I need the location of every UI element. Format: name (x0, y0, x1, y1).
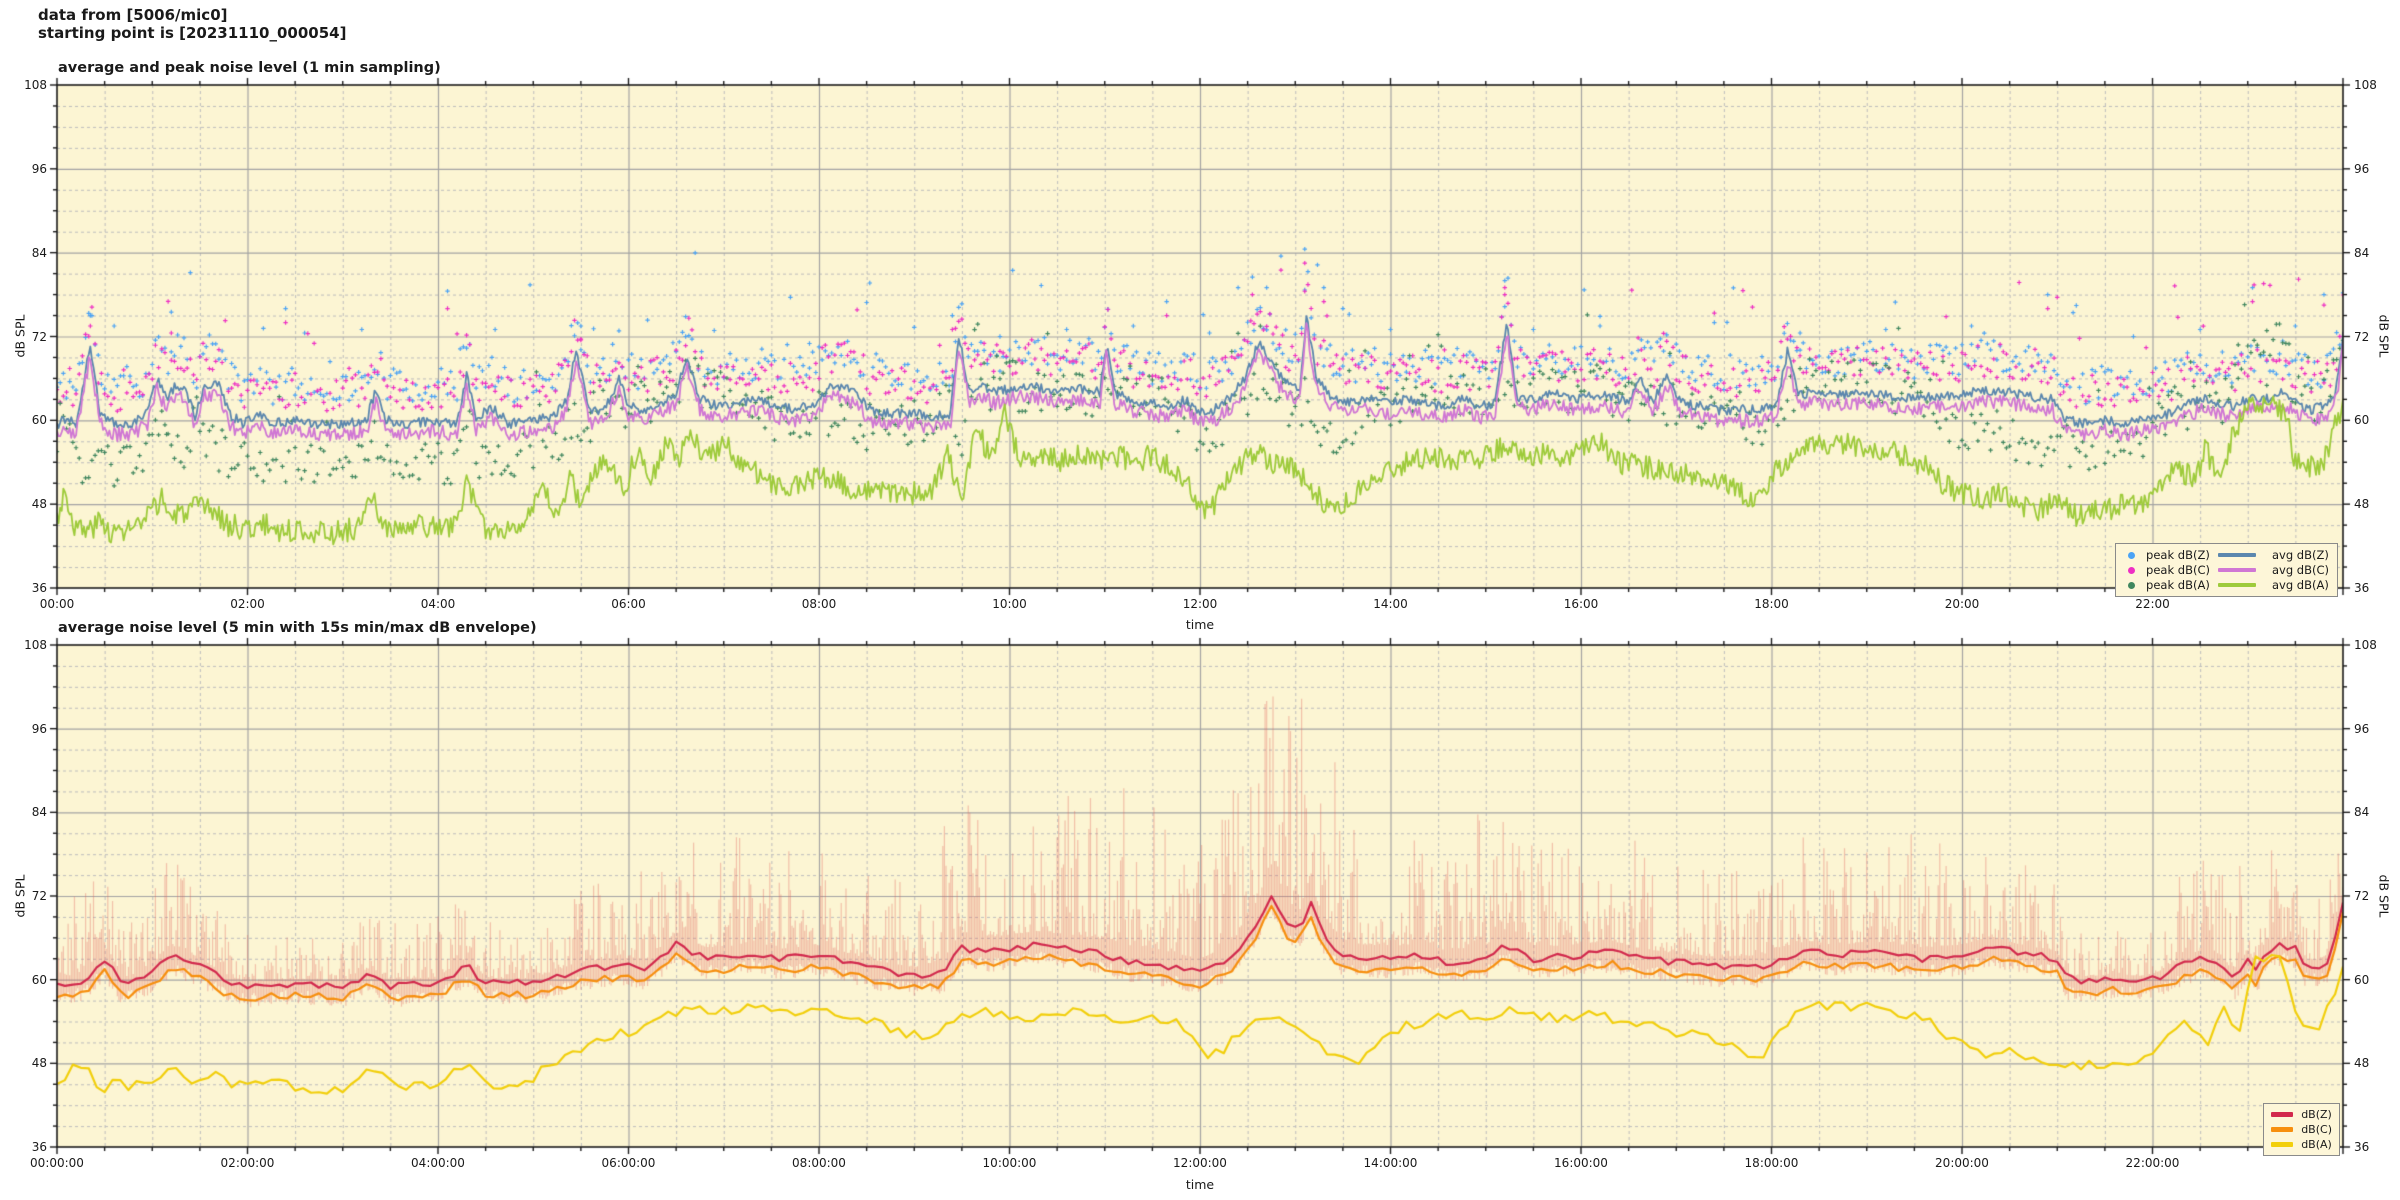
x-tick-label: 16:00:00 (1554, 1156, 1608, 1170)
legend-label: peak dB(C) (2146, 563, 2210, 577)
y-tick-label-right: 48 (2354, 1056, 2370, 1071)
x-tick-label: 08:00:00 (792, 1156, 846, 1170)
x-tick-label: 02:00 (230, 597, 265, 611)
x-tick-label: 12:00:00 (1173, 1156, 1227, 1170)
plot2-canvas (33, 621, 2367, 1171)
legend-swatch-line (2271, 1142, 2294, 1147)
y-tick-label-right: 48 (2354, 497, 2370, 512)
y-tick-label-right: 36 (2354, 581, 2370, 595)
y-tick-label-right: 36 (2354, 1140, 2370, 1154)
x-tick-label: 00:00 (39, 597, 75, 611)
y-tick-label-left: 36 (31, 1140, 47, 1154)
plot2-xlabel: time (1185, 1177, 1215, 1192)
x-tick-label: 10:00:00 (982, 1156, 1037, 1170)
legend-label: avg dB(C) (2271, 563, 2329, 577)
x-tick-label: 14:00 (1373, 597, 1408, 611)
x-tick-label: 06:00:00 (601, 1156, 656, 1170)
y-tick-label-left: 84 (31, 805, 47, 820)
legend-label: peak dB(Z) (2146, 548, 2210, 562)
legend-label: dB(Z) (2301, 1108, 2332, 1121)
plot1-ylabel-right: dB SPL (2376, 314, 2392, 358)
y-tick-label-left: 108 (24, 78, 47, 92)
y-tick-label-left: 84 (31, 245, 47, 260)
y-tick-label-left: 60 (31, 972, 47, 987)
x-tick-label: 14:00:00 (1363, 1156, 1418, 1170)
header-line2: starting point is [20231110_000054] (38, 24, 347, 42)
x-tick-label: 00:00:00 (30, 1156, 84, 1170)
legend-swatch-dot (2127, 551, 2135, 559)
y-tick-label-right: 72 (2354, 329, 2370, 344)
x-tick-label: 02:00:00 (220, 1156, 275, 1170)
y-tick-label-left: 48 (31, 497, 47, 512)
legend-swatch-line (2217, 568, 2256, 572)
y-tick-label-right: 108 (2354, 78, 2377, 92)
plot2-legend: dB(Z) dB(C) dB(A) (2263, 1103, 2340, 1156)
y-tick-label-left: 96 (31, 161, 47, 176)
x-tick-label: 22:00 (2135, 597, 2170, 611)
x-tick-label: 12:00 (1182, 597, 1218, 611)
legend-swatch-dot (2127, 581, 2135, 589)
y-tick-label-left: 48 (31, 1056, 47, 1071)
legend-label: peak dB(A) (2146, 578, 2210, 592)
x-tick-label: 04:00:00 (411, 1156, 465, 1170)
y-tick-label-right: 60 (2354, 413, 2370, 428)
legend-swatch-line (2217, 553, 2256, 557)
y-tick-label-right: 84 (2354, 245, 2370, 260)
legend-swatch-line (2271, 1127, 2294, 1132)
legend-swatch-dot (2127, 566, 2135, 574)
plot2-ylabel-right: dB SPL (2376, 874, 2392, 918)
plot1-canvas (33, 61, 2367, 612)
legend-label: dB(C) (2301, 1123, 2332, 1136)
x-tick-label: 18:00:00 (1744, 1156, 1799, 1170)
x-tick-label: 20:00:00 (1935, 1156, 1989, 1170)
y-tick-label-right: 108 (2354, 638, 2377, 652)
x-tick-label: 06:00 (611, 597, 646, 611)
y-tick-label-left: 36 (31, 581, 47, 595)
x-tick-label: 04:00 (420, 597, 456, 611)
y-tick-label-left: 96 (31, 721, 47, 736)
legend-swatch-line (2271, 1112, 2294, 1117)
legend-label: dB(A) (2301, 1138, 2332, 1151)
x-tick-label: 10:00 (992, 597, 1027, 611)
y-tick-label-right: 96 (2354, 161, 2370, 176)
x-tick-label: 16:00 (1563, 597, 1599, 611)
y-tick-label-left: 60 (31, 413, 47, 428)
y-tick-label-right: 84 (2354, 805, 2370, 820)
y-tick-label-left: 72 (31, 329, 47, 344)
legend-swatch-line (2217, 583, 2256, 587)
plot1-legend: peak dB(Z) avg dB(Z) peak dB(C) avg dB(C) pe… (2115, 543, 2338, 597)
x-tick-label: 22:00:00 (2125, 1156, 2180, 1170)
plot1-ylabel-left: dB SPL (12, 314, 28, 358)
y-tick-label-right: 72 (2354, 889, 2370, 903)
y-tick-label-left: 108 (24, 638, 47, 652)
y-tick-label-right: 60 (2354, 972, 2370, 987)
y-tick-label-left: 72 (31, 889, 47, 903)
y-tick-label-right: 96 (2354, 721, 2370, 736)
legend-label: avg dB(Z) (2271, 548, 2329, 562)
x-tick-label: 20:00 (1944, 597, 1980, 611)
x-tick-label: 18:00 (1754, 597, 1789, 611)
x-tick-label: 08:00 (801, 597, 837, 611)
legend-label: avg dB(A) (2271, 578, 2329, 592)
header-line1: data from [5006/mic0] (38, 6, 228, 24)
plot2-ylabel-left: dB SPL (12, 874, 28, 918)
